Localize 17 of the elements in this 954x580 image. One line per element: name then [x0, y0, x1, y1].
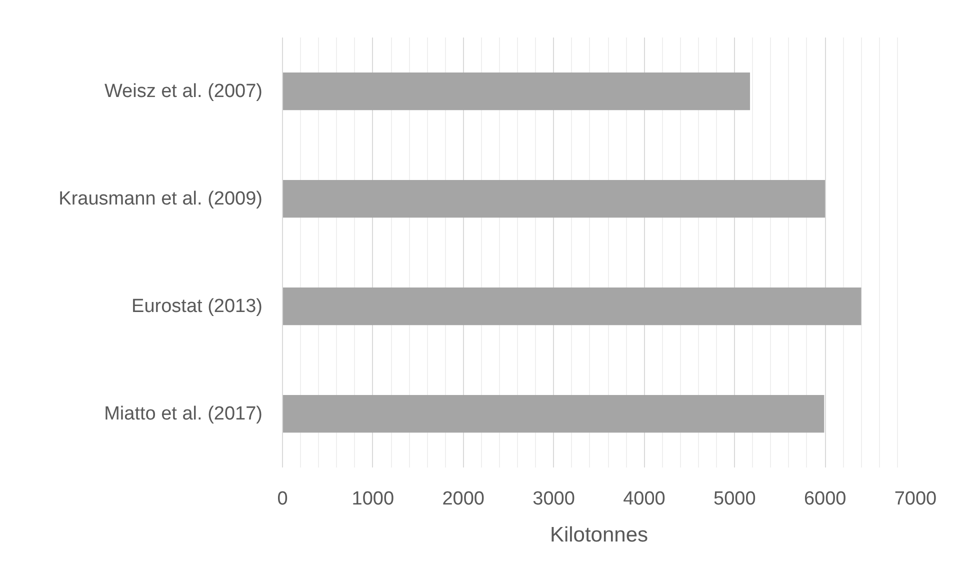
- bar: [282, 287, 862, 326]
- x-tick-label: 0: [277, 488, 288, 510]
- x-tick-label: 6000: [804, 488, 846, 510]
- bar: [282, 72, 750, 110]
- x-tick-label: 1000: [352, 488, 394, 510]
- x-tick-label: 2000: [442, 488, 485, 510]
- bar: [282, 394, 824, 433]
- bar: [282, 180, 826, 218]
- y-tick-label: Weisz et al. (2007): [104, 80, 263, 102]
- x-tick-label: 5000: [714, 488, 756, 510]
- y-tick-label: Krausmann et al. (2009): [58, 188, 263, 210]
- x-tick-label: 4000: [623, 488, 666, 510]
- y-tick-label: Eurostat (2013): [132, 296, 263, 317]
- x-axis-title: Kilotonnes: [550, 524, 648, 546]
- x-tick-label: 7000: [894, 488, 937, 510]
- x-tick-label: 3000: [532, 488, 575, 510]
- y-tick-label: Miatto et al. (2017): [104, 403, 263, 424]
